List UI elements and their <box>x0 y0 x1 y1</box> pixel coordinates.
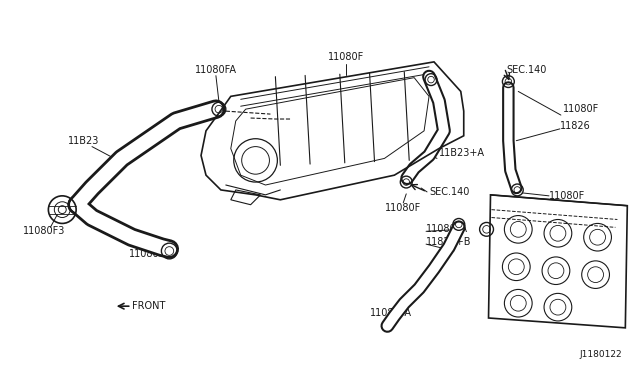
Text: J1180122: J1180122 <box>580 350 622 359</box>
Text: 11B23+A: 11B23+A <box>439 148 485 157</box>
Text: 11080FA: 11080FA <box>426 224 468 234</box>
Text: 11B23: 11B23 <box>68 136 100 146</box>
Text: 11080F: 11080F <box>549 191 585 201</box>
Text: 11826: 11826 <box>560 121 591 131</box>
Text: 11080FA: 11080FA <box>195 65 237 75</box>
Text: 11080F: 11080F <box>328 52 364 62</box>
Text: SEC.140: SEC.140 <box>506 65 547 75</box>
Text: 11826+B: 11826+B <box>426 237 472 247</box>
Text: FRONT: FRONT <box>132 301 165 311</box>
Text: SEC.140: SEC.140 <box>429 187 469 197</box>
Text: 11080F: 11080F <box>563 104 599 114</box>
Text: 11080FA: 11080FA <box>129 249 170 259</box>
Text: 11080F: 11080F <box>385 203 421 213</box>
Text: 11080FA: 11080FA <box>371 308 412 318</box>
Text: 11080F3: 11080F3 <box>23 226 66 236</box>
